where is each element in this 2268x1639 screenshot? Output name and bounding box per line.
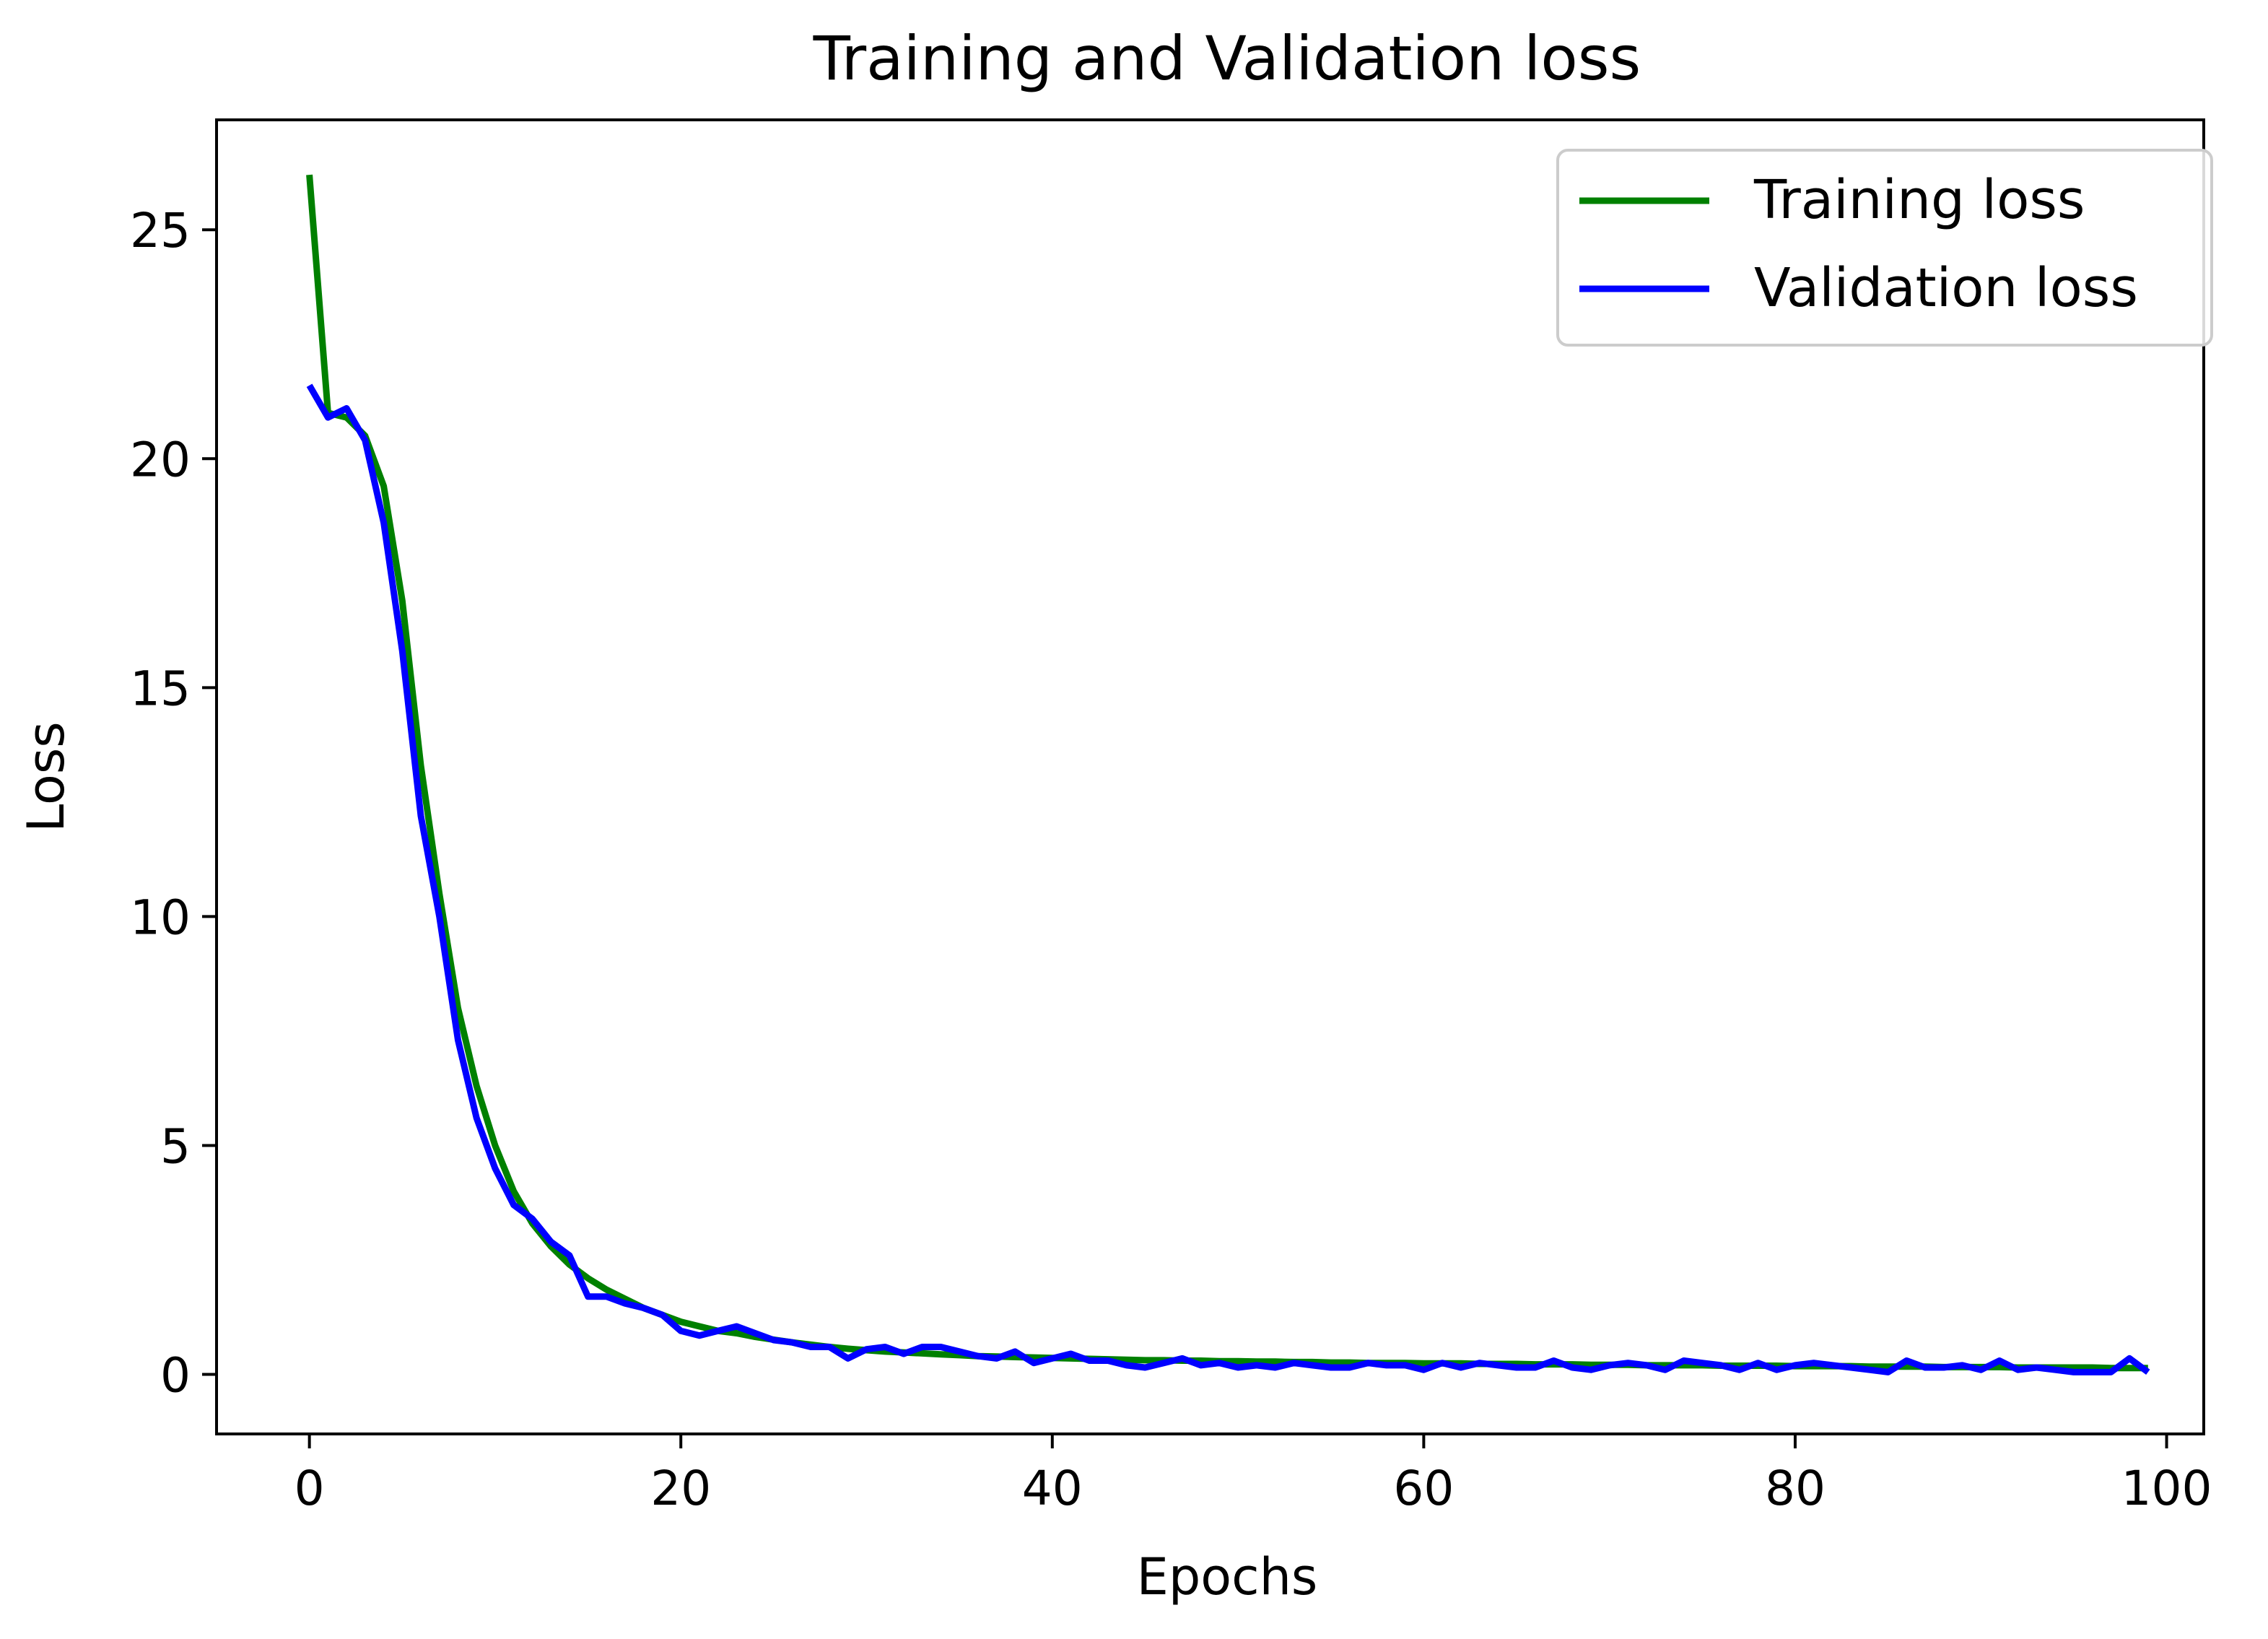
x-tick-label: 60 xyxy=(1393,1461,1454,1516)
x-tick-label: 80 xyxy=(1765,1461,1826,1516)
y-tick-label: 20 xyxy=(130,432,191,487)
chart-title: Training and Validation loss xyxy=(813,23,1641,94)
x-tick-label: 20 xyxy=(650,1461,711,1516)
y-axis-ticks: 0 5 10 15 20 25 xyxy=(130,203,217,1404)
y-tick-label: 5 xyxy=(160,1118,191,1174)
legend-box xyxy=(1556,149,2213,347)
legend-label-training-loss: Training loss xyxy=(1753,169,2085,231)
y-axis-label: Loss xyxy=(17,721,76,832)
x-tick-label: 100 xyxy=(2121,1461,2212,1516)
plot-lines xyxy=(306,174,2150,1375)
y-tick-label: 0 xyxy=(160,1348,191,1404)
y-tick-label: 10 xyxy=(130,890,191,945)
y-tick-label: 25 xyxy=(130,203,191,258)
legend-label-validation-loss: Validation loss xyxy=(1754,257,2138,319)
x-axis-label: Epochs xyxy=(1137,1547,1318,1607)
y-tick-label: 15 xyxy=(130,661,191,716)
series-line-validation-loss xyxy=(306,383,2150,1375)
x-tick-label: 0 xyxy=(295,1461,325,1516)
x-axis-ticks: 0 20 40 60 80 100 xyxy=(295,1434,2212,1516)
plot-area-frame xyxy=(215,118,2205,1435)
x-tick-label: 40 xyxy=(1022,1461,1083,1516)
legend: Training loss Validation loss xyxy=(1556,149,2213,347)
